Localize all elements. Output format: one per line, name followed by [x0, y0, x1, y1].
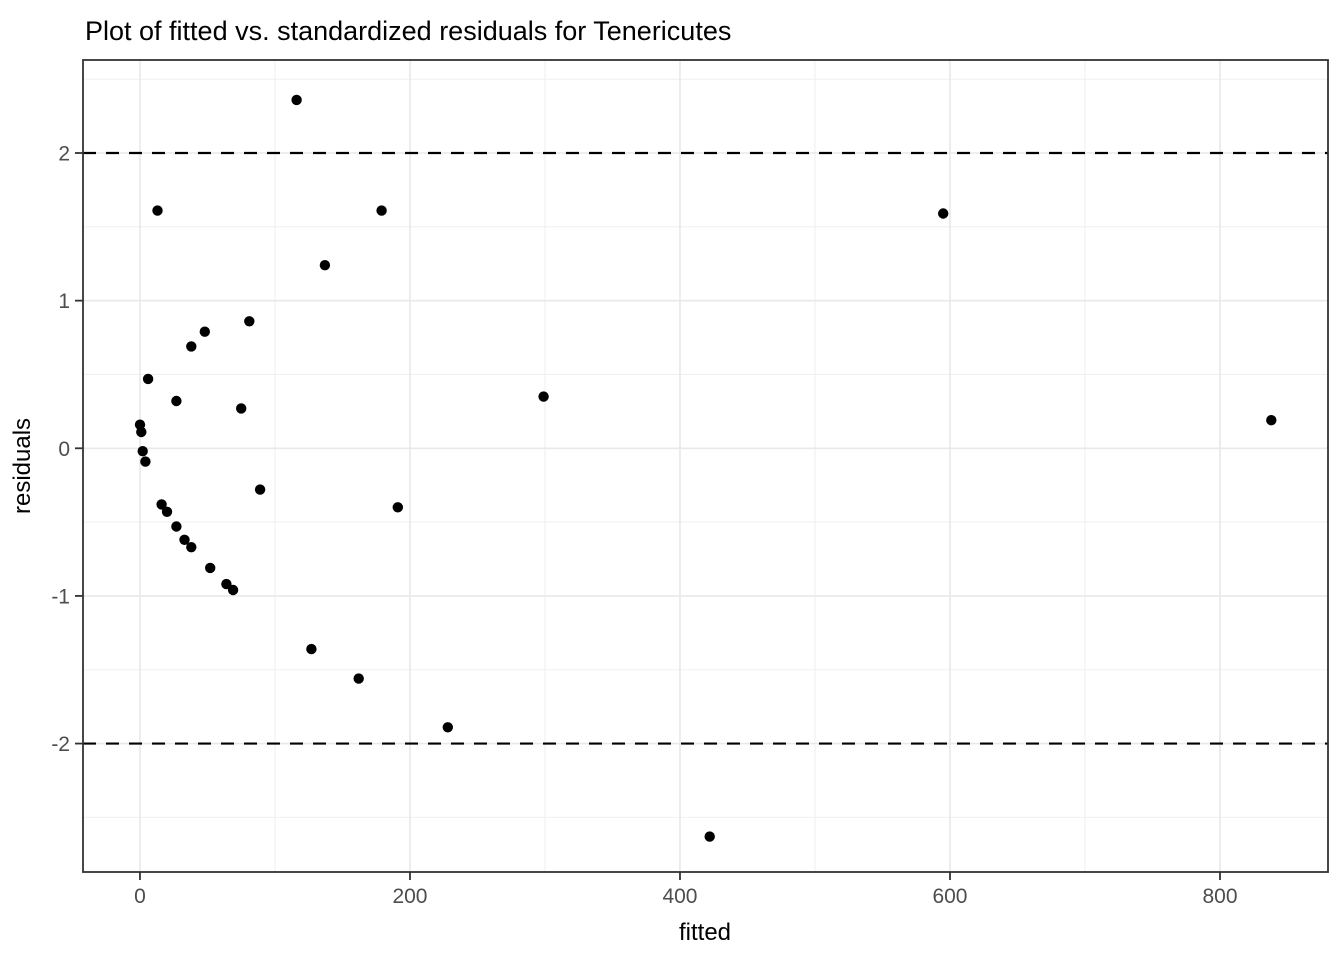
data-point [1266, 415, 1277, 426]
x-tick-label: 200 [392, 885, 427, 908]
reference-lines [83, 151, 1328, 745]
data-point [186, 542, 197, 553]
data-point [205, 562, 216, 574]
y-tick-label: -1 [51, 585, 70, 608]
data-point [236, 403, 247, 414]
data-point [319, 260, 331, 271]
data-point [156, 499, 167, 510]
data-point [161, 506, 173, 517]
x-tick-label: 800 [1202, 885, 1237, 908]
data-point [171, 395, 182, 407]
data-point [199, 326, 210, 337]
data-point [392, 502, 403, 513]
data-point [291, 94, 302, 106]
data-point [136, 426, 147, 438]
y-tick-label: 1 [58, 290, 70, 313]
x-tick-label: 400 [662, 885, 697, 908]
data-point [244, 316, 255, 327]
minor-gridlines [83, 60, 1328, 872]
y-axis-title: residuals [9, 418, 36, 514]
x-tick-label: 600 [932, 885, 967, 908]
data-point [142, 373, 154, 385]
data-point [704, 831, 715, 842]
x-tick-label: 0 [134, 885, 146, 908]
data-point [152, 205, 163, 216]
data-point [179, 534, 190, 545]
data-point [186, 341, 197, 352]
plot-panel [83, 60, 1328, 872]
data-point [306, 643, 317, 655]
panel-border [82, 59, 1329, 873]
data-point [137, 446, 148, 457]
chart-title: Plot of fitted vs. standardized residual… [85, 16, 731, 46]
data-point [538, 391, 549, 402]
y-tick-label: -2 [51, 733, 70, 756]
major-gridlines [83, 60, 1328, 872]
x-axis-title: fitted [679, 919, 731, 946]
y-tick-label: 0 [58, 438, 70, 461]
data-point [353, 673, 364, 684]
axis-tick-labels: 0 200 400 600 800 -2 -1 0 1 2 [51, 143, 1237, 908]
data-point [938, 208, 949, 219]
data-point [376, 205, 387, 216]
data-point [140, 456, 151, 467]
data-point [227, 584, 239, 596]
data-point [442, 722, 453, 733]
data-point [221, 578, 232, 590]
data-point [171, 521, 182, 532]
data-points-layer [134, 94, 1277, 842]
data-point [254, 484, 266, 495]
y-tick-label: 2 [58, 143, 70, 166]
axis-ticks [75, 152, 1221, 880]
